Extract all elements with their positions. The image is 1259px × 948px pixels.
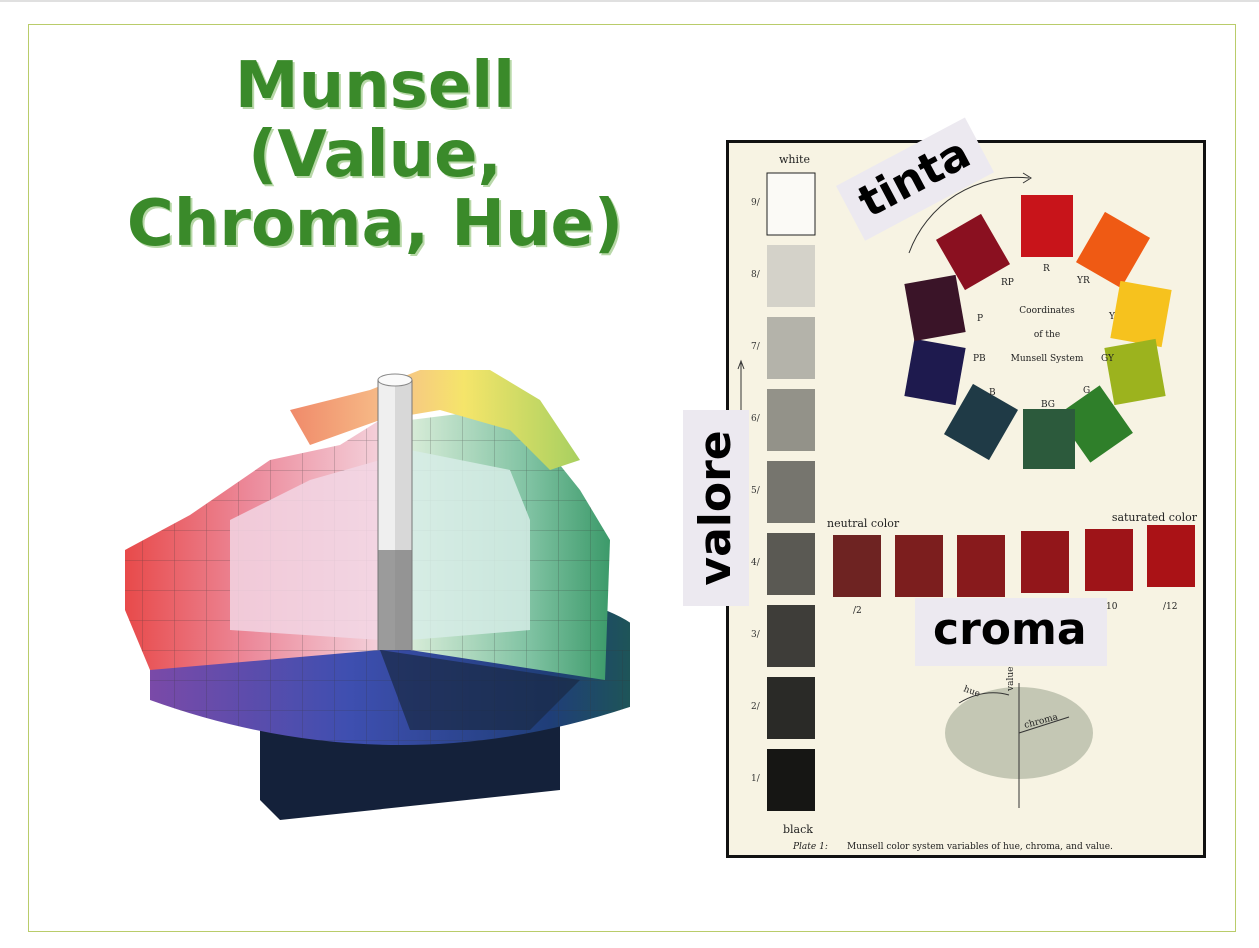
slide-frame	[28, 24, 1236, 932]
chroma-tick: /10	[1103, 602, 1118, 612]
value-tick: 6/	[751, 414, 761, 424]
axis-hue-label: hue	[962, 684, 981, 699]
chroma-swatches	[833, 525, 1195, 597]
value-swatch-4	[767, 533, 815, 595]
value-tick: 5/	[751, 486, 761, 496]
title-line-1: Munsell	[234, 49, 516, 123]
title-line-3: Chroma, Hue)	[126, 187, 624, 262]
hue-letter: P	[977, 314, 983, 324]
hue-swatch-b	[943, 383, 1019, 461]
chroma-right-label: saturated color	[1112, 511, 1198, 524]
chroma-label-croma: croma	[915, 598, 1107, 666]
value-bottom-label: black	[783, 823, 813, 836]
hue-letter: R	[1043, 264, 1050, 274]
value-tick: 1/	[751, 774, 761, 784]
chroma-tick: /12	[1163, 602, 1177, 612]
value-swatch-2	[767, 677, 815, 739]
value-tick: 2/	[751, 702, 761, 712]
hue-swatch-rp	[935, 213, 1011, 291]
munsell-color-solid-image	[125, 370, 630, 820]
chroma-swatch-2	[833, 535, 881, 597]
chroma-swatch-6	[957, 535, 1005, 597]
value-swatch-8	[767, 245, 815, 307]
value-label-valore: valore	[683, 410, 749, 606]
chroma-tick: /2	[853, 606, 862, 616]
chroma-swatch-12	[1147, 525, 1195, 587]
center-line: Coordinates	[1019, 306, 1075, 316]
hue-swatch-pb	[904, 338, 966, 406]
value-swatch-1	[767, 749, 815, 811]
value-tick: 4/	[751, 558, 761, 568]
value-tick: 3/	[751, 630, 761, 640]
value-swatches	[766, 172, 816, 811]
title-line-2: (Value,	[248, 118, 502, 193]
value-swatch-7	[767, 317, 815, 379]
hue-letter: BG	[1041, 400, 1055, 410]
value-tick: 8/	[751, 270, 761, 280]
value-swatch-3	[767, 605, 815, 667]
hue-swatch-y	[1110, 280, 1172, 348]
hue-letter: PB	[973, 354, 986, 364]
chroma-swatch-8	[1021, 531, 1069, 593]
slide-title: Munsell (Value, Chroma, Hue)	[60, 49, 690, 262]
hue-swatches	[904, 195, 1172, 469]
hue-swatch-p	[904, 274, 966, 342]
plate-caption: Munsell color system variables of hue, c…	[847, 842, 1113, 852]
value-tick: 7/	[751, 342, 761, 352]
axis-value-label: value	[1006, 667, 1016, 692]
value-ticks: 9/ 8/ 7/ 6/ 5/ 4/ 3/ 2/ 1/	[751, 198, 761, 784]
value-label-text: valore	[690, 430, 741, 586]
chroma-ticks: /2 /10 /12	[853, 602, 1177, 616]
chroma-swatch-4	[895, 535, 943, 597]
plate-caption-label: Plate 1:	[792, 842, 828, 852]
hue-letter: GY	[1101, 354, 1115, 364]
hue-swatch-yr	[1075, 211, 1151, 289]
hue-swatch-r	[1021, 195, 1073, 257]
munsell-plate-image: white black 9/ 8/ 7/ 6/ 5/ 4/ 3/ 2/ 1/	[726, 140, 1206, 858]
center-line: of the	[1034, 330, 1060, 340]
chroma-left-label: neutral color	[827, 517, 900, 530]
hue-swatch-gy	[1104, 338, 1166, 406]
hue-letter: YR	[1076, 276, 1090, 286]
hue-letter: Y	[1108, 312, 1116, 322]
hue-wheel-center: Coordinates of the Munsell System	[1011, 306, 1084, 364]
hue-swatch-bg	[1023, 409, 1075, 469]
value-swatch-6	[767, 389, 815, 451]
chroma-swatch-10	[1085, 529, 1133, 591]
value-swatch-5	[767, 461, 815, 523]
value-top-label: white	[779, 153, 810, 166]
hue-letter: RP	[1001, 278, 1014, 288]
hue-letters: R YR Y GY G BG B PB P RP	[973, 264, 1116, 410]
hue-swatch-g	[1057, 385, 1133, 463]
top-divider	[0, 0, 1259, 2]
value-tick: 9/	[751, 198, 761, 208]
value-swatch-9	[766, 172, 816, 236]
hue-letter: G	[1083, 386, 1090, 396]
center-line: Munsell System	[1011, 354, 1084, 364]
hue-letter: B	[989, 388, 996, 398]
munsell-plate-drawing: white black 9/ 8/ 7/ 6/ 5/ 4/ 3/ 2/ 1/	[737, 153, 1198, 852]
